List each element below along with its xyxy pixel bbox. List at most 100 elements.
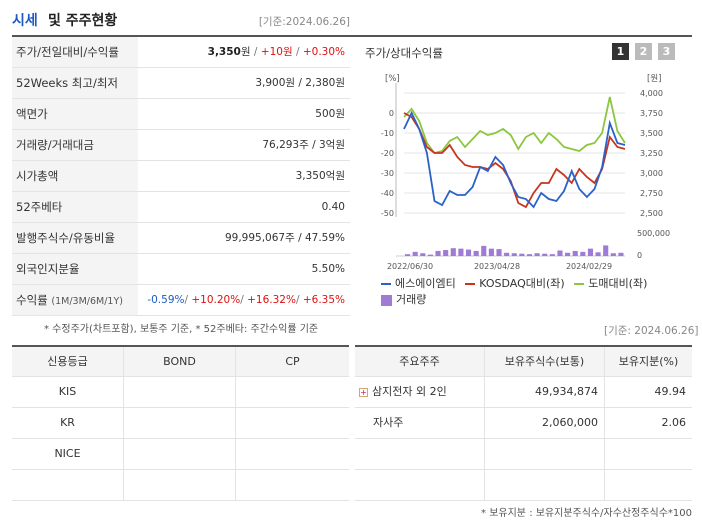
info-row-market-cap: 시가총액 3,350억원	[12, 161, 350, 192]
volume-bar	[519, 253, 525, 256]
legend-item-wholesale: 도매대비(좌)	[574, 275, 647, 291]
agency-cell: NICE	[12, 439, 124, 469]
price-change-rate: +0.30%	[302, 46, 345, 58]
expand-plus-icon[interactable]: +	[359, 387, 368, 397]
left-tick-label: -50	[381, 209, 394, 218]
col-header: 신용등급	[12, 347, 124, 376]
info-value: 3,350억원	[295, 170, 345, 182]
cp-cell	[236, 377, 349, 407]
left-axis-unit: [%]	[385, 74, 400, 84]
info-row-shares: 발행주식수/유동비율 99,995,067주 / 47.59%	[12, 223, 350, 254]
volume-bar	[549, 254, 555, 256]
volume-tick-label: 0	[637, 251, 642, 260]
table-row: 자사주 2,060,000 2.06	[355, 408, 692, 439]
chart-page-1-button[interactable]: 1	[612, 43, 629, 60]
table-header: 신용등급 BOND CP	[12, 347, 349, 377]
info-label: 52Weeks 최고/최저	[12, 68, 138, 98]
volume-bar	[557, 250, 563, 256]
volume-bar	[603, 245, 609, 256]
right-tick-label: 2,750	[640, 189, 663, 198]
chart-page-2-button[interactable]: 2	[635, 43, 652, 60]
volume-bar	[504, 252, 510, 256]
right-tick-label: 3,250	[640, 149, 663, 158]
info-row-beta: 52주베타 0.40	[12, 192, 350, 223]
info-label: 외국인지분율	[12, 254, 138, 284]
agency-cell	[12, 470, 124, 500]
major-holders-table: 주요주주 보유주식수(보통) 보유지분(%) + 삼지전자 외 2인 49,934…	[355, 345, 692, 501]
cp-cell	[236, 439, 349, 469]
chart-page-3-button[interactable]: 3	[658, 43, 675, 60]
info-row-foreign: 외국인지분율 5.50%	[12, 254, 350, 285]
table-row	[355, 470, 692, 501]
series-line-2	[403, 96, 626, 155]
volume-bar	[465, 249, 472, 256]
info-footnote: * 수정주가(차트포함), 보통주 기준, * 52주베타: 주간수익률 기준	[44, 324, 319, 335]
holder-name: 삼지전자 외 2인	[372, 385, 447, 398]
table-row: KR	[12, 408, 349, 439]
holder-name: 자사주	[355, 408, 485, 438]
x-tick-label: 2024/02/29	[566, 262, 612, 271]
section-header: 시세 및 주주현황 [기준:2024.06.26]	[12, 8, 350, 32]
bond-cell	[124, 408, 236, 438]
info-value: 500원	[315, 108, 345, 120]
info-value: 99,995,067주 / 47.59%	[224, 232, 345, 244]
volume-bar	[610, 253, 616, 256]
info-value: 76,293주 / 3억원	[262, 139, 345, 151]
chart-panel: 주가/상대수익률 1 2 3 [%] [원] 0 -10 -20 -30 -40 -50 4,0…	[357, 37, 692, 312]
holder-name	[355, 439, 485, 469]
left-tick-label: 0	[389, 109, 394, 118]
info-label: 52주베타	[12, 192, 138, 222]
volume-bar	[534, 253, 540, 256]
table-header: 주요주주 보유주식수(보통) 보유지분(%)	[355, 347, 692, 377]
info-row-par-value: 액면가 500원	[12, 99, 350, 130]
volume-tick-label: 500,000	[637, 229, 670, 238]
volume-bar	[587, 248, 594, 256]
col-header: CP	[285, 355, 300, 368]
section-title-highlight: 시세	[12, 13, 38, 29]
credit-rating-table: 신용등급 BOND CP KIS KR NICE	[12, 345, 349, 501]
info-row-volume: 거래량/거래대금 76,293주 / 3억원	[12, 130, 350, 161]
info-label: 거래량/거래대금	[12, 130, 138, 160]
shares-cell	[485, 439, 605, 469]
volume-bar	[435, 250, 441, 256]
info-row-price: 주가/전일대비/수익률 3,350원 / +10원 / +0.30%	[12, 37, 350, 68]
return-3m: +10.20%	[191, 294, 241, 306]
x-tick-label: 2022/06/30	[387, 262, 433, 271]
col-header: BOND	[124, 347, 236, 376]
right-axis-unit: [원]	[647, 74, 661, 84]
return-1y: +6.35%	[302, 294, 345, 306]
volume-bar	[458, 248, 464, 256]
current-price: 3,350	[207, 46, 241, 58]
holder-name-cell: + 삼지전자 외 2인	[355, 377, 485, 407]
legend-item-volume: 거래량	[381, 291, 426, 307]
volume-bar	[580, 251, 586, 256]
relative-return-chart: [%] [원] 0 -10 -20 -30 -40 -50 4,000 3,750 3,500 3,2…	[381, 74, 670, 271]
pct-cell	[605, 439, 692, 469]
volume-bar	[481, 245, 487, 256]
volume-bar	[618, 252, 624, 256]
info-value: 0.40	[321, 201, 345, 213]
col-header: 보유주식수(보통)	[485, 347, 605, 376]
bond-cell	[124, 377, 236, 407]
volume-bar	[473, 250, 479, 256]
series-line-0	[403, 110, 626, 209]
left-tick-label: -30	[381, 169, 394, 178]
table-row	[12, 470, 349, 501]
section-title: 및 주주현황	[48, 13, 118, 29]
base-date: [기준:2024.06.26]	[258, 16, 350, 28]
pct-cell: 49.94	[654, 385, 687, 398]
left-tick-label: -40	[381, 189, 394, 198]
holder-name	[355, 470, 485, 500]
right-tick-label: 2,500	[640, 209, 663, 218]
agency-cell: KIS	[12, 377, 124, 407]
left-tick-label: -10	[381, 129, 394, 138]
price-info-table: 주가/전일대비/수익률 3,350원 / +10원 / +0.30% 52Wee…	[12, 37, 350, 316]
info-label: 액면가	[12, 99, 138, 129]
shares-cell	[485, 470, 605, 500]
base-date-2: [기준: 2024.06.26]	[604, 325, 699, 337]
volume-bar	[511, 253, 517, 256]
chart-legend: 에스에이엠티 KOSDAQ대비(좌) 도매대비(좌) 거래량	[381, 275, 691, 307]
volume-bar	[420, 253, 426, 256]
price-unit: 원	[240, 46, 251, 58]
legend-item-kosdaq: KOSDAQ대비(좌)	[465, 275, 565, 291]
